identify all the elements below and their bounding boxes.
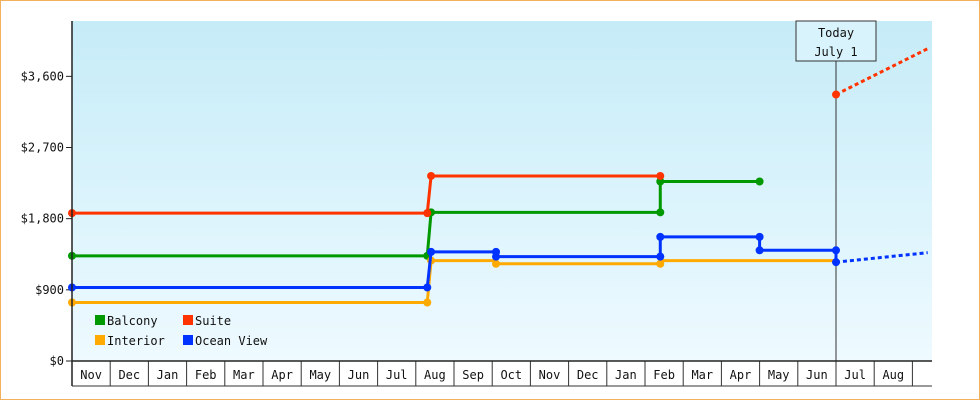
interior-legend-label: Interior [107, 334, 165, 348]
y-tick-label: $3,600 [21, 69, 64, 83]
x-tick-label: Aug [424, 368, 446, 382]
x-tick-label: Mar [691, 368, 713, 382]
x-tick-label: Oct [500, 368, 522, 382]
suite-line [72, 174, 661, 215]
plot-background [72, 21, 932, 361]
today-label-line2: July 1 [814, 45, 857, 59]
x-tick-label: Jul [386, 368, 408, 382]
suite-forecast-line [835, 47, 929, 96]
today-label-box [795, 20, 877, 62]
x-axis-ticks: Nov Dec Jan Feb Mar Apr May Jun Jul Aug Sep Oct Nov D… [71, 361, 932, 387]
x-tick-label: Feb [653, 368, 675, 382]
y-tick-label: $0 [50, 354, 64, 368]
suite-point [832, 90, 840, 99]
balcony-legend-label: Balcony [107, 314, 158, 328]
x-tick-label: Sep [462, 368, 484, 382]
interior-point [423, 298, 432, 307]
ocean-view-point [656, 232, 665, 241]
axes [71, 21, 932, 386]
x-tick-label: Nov [80, 368, 102, 382]
ocean-view-point [423, 283, 432, 292]
balcony-line [72, 180, 760, 258]
x-tick-label: May [309, 368, 331, 382]
x-tick-label: Dec [577, 368, 599, 382]
legend: Balcony Suite Interior Ocean View [95, 314, 268, 348]
x-tick-label: May [768, 368, 790, 382]
x-tick-label: Dec [118, 368, 140, 382]
x-tick-label: Jun [348, 368, 370, 382]
ocean-view-point [755, 246, 764, 255]
x-tick-label: Nov [539, 368, 561, 382]
balcony-legend-swatch [95, 315, 105, 325]
x-tick-label: Mar [233, 368, 255, 382]
ocean-view-point [755, 232, 764, 241]
suite-point [656, 171, 665, 180]
x-tick-label: Jun [806, 368, 828, 382]
x-tick-label: Feb [195, 368, 217, 382]
suite-point [427, 171, 436, 180]
suite-legend-swatch [183, 315, 193, 325]
balcony-point [656, 177, 665, 186]
interior-point [492, 259, 501, 268]
balcony-point [656, 208, 665, 217]
ocean-view-legend-swatch [183, 335, 193, 345]
ocean-view-point [656, 252, 665, 261]
ocean-view-point [492, 252, 501, 261]
x-tick-label: Jan [157, 368, 179, 382]
ocean-view-point [832, 246, 840, 255]
ocean-view-point [832, 258, 840, 267]
y-tick-label: $900 [35, 283, 64, 297]
y-tick-label: $2,700 [21, 141, 64, 155]
suite-point [423, 209, 432, 218]
ocean-view-forecast-line [835, 251, 928, 264]
today-label-line1: Today [818, 26, 854, 40]
suite-legend-label: Suite [195, 314, 231, 328]
x-tick-label: Apr [271, 368, 293, 382]
balcony-point [755, 177, 764, 186]
ocean-view-legend-label: Ocean View [195, 334, 268, 348]
today-marker: Today July 1 [795, 20, 877, 386]
ocean-view-point [427, 247, 436, 256]
x-tick-label: Jan [615, 368, 637, 382]
y-tick-label: $1,800 [21, 212, 64, 226]
y-axis-ticks: $0 $900 $1,800 $2,700 $3,600 [21, 69, 72, 368]
x-tick-label: Apr [730, 368, 752, 382]
x-tick-label: Jul [844, 368, 866, 382]
series-lines [68, 47, 929, 307]
interior-legend-swatch [95, 335, 105, 345]
x-tick-label: Aug [882, 368, 904, 382]
interior-point [656, 259, 665, 268]
